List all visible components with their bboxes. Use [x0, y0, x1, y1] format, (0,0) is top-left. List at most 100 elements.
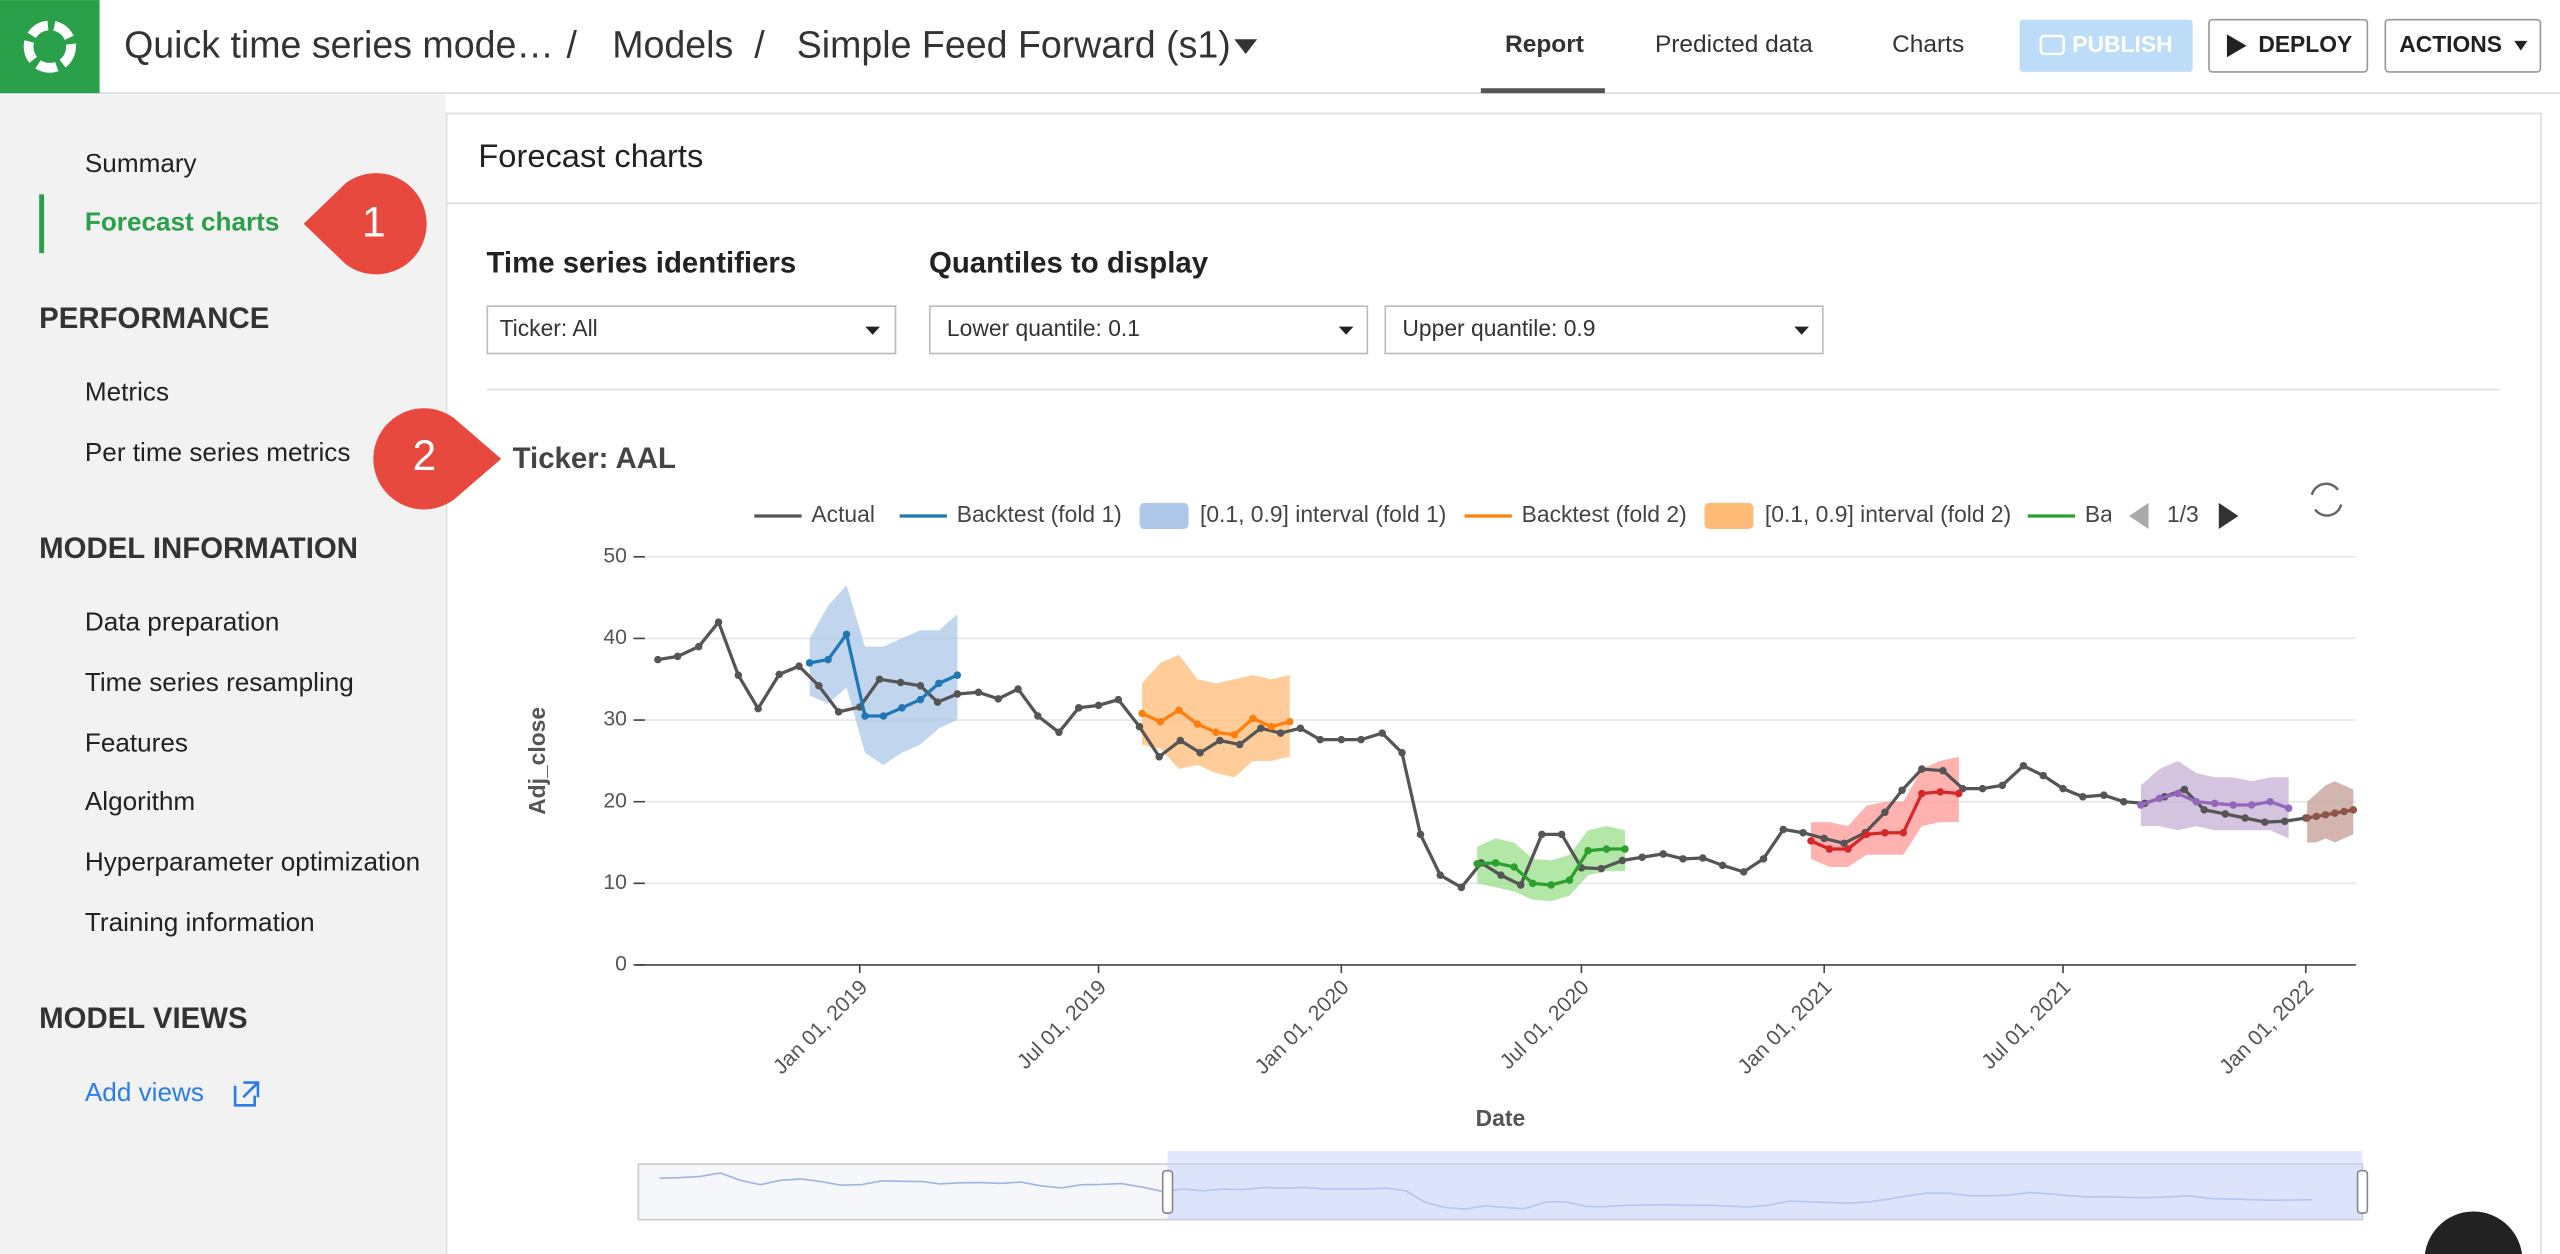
interval-band — [809, 585, 958, 765]
data-point — [1820, 834, 1828, 843]
tab[interactable]: Report — [1505, 31, 1584, 58]
data-point — [1316, 735, 1324, 744]
data-point — [1547, 881, 1555, 889]
actions-button[interactable] — [2384, 18, 2542, 73]
data-point — [775, 670, 783, 679]
external-link-icon — [233, 1081, 260, 1107]
reset-icon[interactable] — [2310, 482, 2343, 517]
logo[interactable] — [0, 0, 100, 94]
dropdown[interactable] — [486, 305, 897, 355]
nav-item[interactable]: Time series resampling — [85, 667, 354, 697]
nav-item[interactable]: Features — [85, 727, 188, 757]
data-point — [916, 682, 925, 690]
tab[interactable]: Predicted data — [1655, 31, 1813, 58]
breadcrumb-section[interactable]: Models — [612, 23, 733, 65]
add-views-link[interactable]: Add views — [85, 1077, 204, 1107]
range-selection[interactable] — [1167, 1151, 2363, 1220]
data-point — [1840, 839, 1848, 848]
legend-item[interactable]: [0.1, 0.9] interval (fold 2) — [1704, 501, 2011, 530]
legend-prev[interactable] — [2128, 502, 2149, 530]
dropdown[interactable] — [928, 305, 1369, 355]
nav-item[interactable]: Per time series metrics — [85, 437, 351, 467]
legend-label: [0.1, 0.9] interval (fold 1) — [1200, 501, 1446, 527]
data-point — [1679, 855, 1687, 863]
legend-item[interactable]: Actual — [754, 501, 875, 527]
legend-item[interactable]: Ba — [2027, 501, 2113, 527]
data-point — [734, 671, 743, 679]
range-handle[interactable] — [1161, 1169, 1174, 1214]
legend-next[interactable] — [2218, 502, 2239, 530]
data-point — [1739, 868, 1748, 876]
data-point — [2303, 814, 2311, 822]
data-point — [1939, 766, 1947, 775]
data-point — [1825, 845, 1834, 853]
nav-item[interactable]: Algorithm — [85, 786, 195, 816]
data-point — [2200, 806, 2208, 814]
data-point — [1528, 879, 1537, 888]
nav-item[interactable]: Summary — [85, 148, 197, 178]
data-point — [1416, 830, 1425, 839]
nav-item[interactable]: Data preparation — [85, 607, 279, 637]
data-point — [1602, 845, 1611, 853]
data-point — [1584, 846, 1592, 855]
x-axis-label: Date — [1476, 1105, 1526, 1131]
panel-title: Forecast charts — [478, 137, 703, 174]
data-point — [1759, 855, 1768, 863]
nav-item[interactable]: Training information — [85, 907, 315, 937]
publish-button[interactable] — [2019, 19, 2193, 72]
data-point — [2247, 801, 2256, 809]
legend-item[interactable]: Backtest (fold 2) — [1464, 501, 1687, 527]
data-point — [1286, 717, 1294, 726]
data-point — [953, 690, 962, 698]
model-name[interactable]: Simple Feed Forward (s1) — [797, 23, 1231, 65]
data-point — [1094, 701, 1103, 710]
project-name[interactable]: Quick time series mode… — [124, 23, 554, 65]
chat-button[interactable] — [2424, 1211, 2523, 1254]
data-point — [2284, 804, 2293, 812]
y-tick-label: 10 — [603, 871, 627, 894]
data-point — [2079, 793, 2087, 801]
data-point — [2229, 801, 2237, 809]
data-point — [1718, 861, 1727, 870]
data-point — [2192, 797, 2201, 806]
dropdown-value: Upper quantile: 0.9 — [1402, 315, 1595, 341]
legend-label: Ba — [2085, 501, 2113, 527]
data-point — [694, 642, 703, 651]
tab[interactable]: Charts — [1892, 31, 1964, 58]
legend-item[interactable]: Backtest (fold 1) — [899, 501, 1122, 527]
nav-item[interactable]: Hyperparameter optimization — [85, 847, 420, 877]
nav-item-active[interactable]: Forecast charts — [85, 207, 279, 237]
data-point — [1235, 740, 1244, 749]
data-point — [1249, 714, 1257, 723]
data-point — [1918, 765, 1926, 773]
data-point — [879, 712, 888, 720]
range-handle[interactable] — [2356, 1169, 2369, 1214]
data-point — [1659, 850, 1667, 858]
data-point — [1276, 729, 1285, 737]
data-point — [2019, 762, 2028, 770]
data-point — [1898, 786, 1906, 795]
y-tick-label: 40 — [603, 626, 627, 649]
data-point — [654, 655, 662, 664]
data-point — [1557, 830, 1566, 839]
icon-part — [2310, 482, 2339, 496]
data-point — [2174, 789, 2182, 798]
panel — [445, 112, 2543, 1254]
data-point — [2137, 801, 2145, 809]
chart-title: Ticker: AAL — [513, 442, 676, 475]
deploy-button[interactable] — [2208, 18, 2369, 73]
model-dropdown-caret[interactable] — [1234, 39, 1258, 54]
nav-item[interactable]: Metrics — [85, 376, 169, 406]
data-point — [916, 695, 925, 704]
actions-label: ACTIONS — [2399, 31, 2502, 57]
data-point — [2321, 811, 2330, 819]
legend-swatch — [1704, 502, 1754, 530]
y-tick-label: 0 — [615, 953, 627, 976]
data-point — [1881, 828, 1889, 837]
data-point — [2261, 818, 2269, 826]
data-point — [1135, 722, 1144, 731]
dropdown[interactable] — [1384, 305, 1824, 355]
interval-band — [1142, 654, 1290, 778]
legend-item[interactable]: [0.1, 0.9] interval (fold 1) — [1139, 501, 1447, 530]
data-point — [2349, 806, 2358, 814]
